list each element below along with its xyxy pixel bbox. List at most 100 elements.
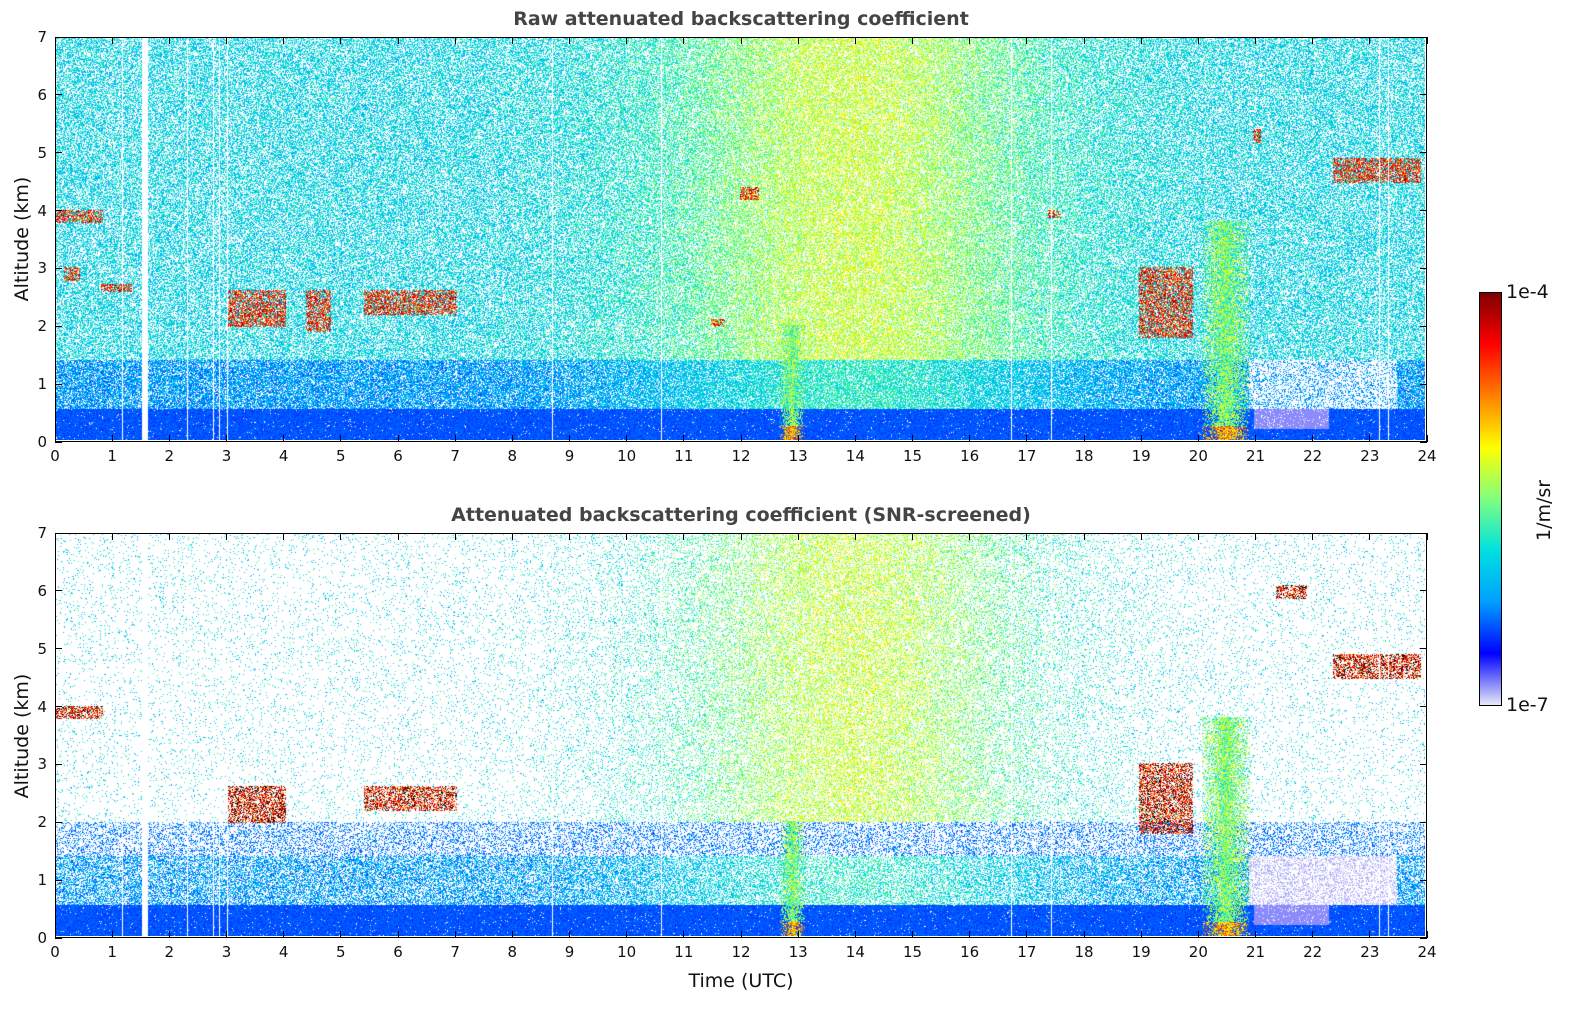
panel1-xtick-label: 15	[902, 447, 923, 465]
panel2-xtick	[569, 931, 570, 938]
panel1-ytick-label: 7	[37, 28, 47, 46]
panel2-xtick	[1026, 931, 1028, 938]
colorbar-max-label: 1e-4	[1506, 281, 1549, 303]
panel1-xtick-top	[683, 37, 685, 44]
panel2-ylabel: Altitude (km)	[11, 673, 33, 799]
panel2-xtick	[1369, 931, 1371, 938]
panel2-xtick	[683, 931, 685, 938]
panel1-ytick-label: 0	[37, 433, 47, 451]
panel1-xtick	[683, 435, 685, 442]
panel2-xtick-label: 15	[902, 943, 923, 961]
panel1-ytick	[55, 267, 62, 269]
panel2-xtick-top	[1197, 533, 1199, 540]
panel1-xtick	[1312, 435, 1314, 442]
panel2-xtick-top	[397, 533, 399, 540]
panel2-heatmap	[55, 533, 1427, 938]
panel1-xtick-label: 22	[1303, 447, 1323, 465]
panel1-xtick	[454, 435, 456, 442]
panel2-ytick-label: 4	[37, 697, 47, 716]
panel1-xtick-top	[1026, 37, 1028, 44]
panel1-xtick-top	[1312, 37, 1314, 44]
panel1-xtick	[912, 435, 913, 442]
panel2-title: Attenuated backscattering coefficient (S…	[451, 504, 1031, 526]
panel2-xtick	[226, 931, 227, 938]
panel1-xtick-label: 10	[617, 447, 637, 465]
panel1-xtick-label: 2	[164, 447, 175, 465]
panel1-ytick-right	[1420, 152, 1427, 154]
panel2-ytick	[55, 763, 62, 765]
panel2-ytick	[55, 590, 62, 592]
panel1-xtick-label: 14	[845, 447, 865, 465]
panel2-xtick	[1197, 931, 1199, 938]
panel1-xtick-top	[740, 37, 742, 44]
panel1-ytick	[55, 36, 62, 38]
panel1-xtick-label: 24	[1417, 447, 1437, 465]
panel1-xtick-label: 3	[221, 447, 232, 465]
panel1-xtick-top	[854, 37, 856, 44]
panel1-xtick-label: 18	[1074, 447, 1094, 465]
panel1-xtick	[1083, 435, 1085, 442]
panel2-xtick-label: 10	[617, 943, 637, 961]
panel1-xtick-label: 12	[731, 447, 751, 465]
panel2-xtick-label: 13	[788, 943, 808, 961]
panel2-xtick	[340, 931, 342, 938]
panel1-xtick	[1255, 435, 1256, 442]
panel1-xtick-label: 9	[564, 447, 575, 465]
panel2-xtick-label: 12	[731, 943, 751, 961]
panel2-xtick-label: 6	[393, 943, 403, 961]
panel1-ylabel: Altitude (km)	[11, 176, 33, 302]
panel1-xtick-top	[969, 37, 971, 44]
panel2-xtick-label: 8	[507, 943, 518, 961]
panel2-xtick-top	[168, 533, 170, 540]
panel1-ytick-label: 2	[37, 317, 47, 336]
panel2-xtick-top	[340, 533, 342, 540]
panel2-ytick-label: 2	[37, 813, 47, 832]
panel2-ytick-right	[1420, 706, 1427, 708]
panel1-xtick-label: 13	[788, 447, 808, 465]
panel1-xtick-label: 23	[1360, 447, 1380, 465]
panel2-xtick	[854, 931, 856, 938]
panel1-ytick	[55, 152, 62, 154]
panel2-xtick	[1255, 931, 1256, 938]
panel2-ytick	[55, 532, 62, 534]
panel2-xtick-top	[854, 533, 856, 540]
panel2-ytick-right	[1420, 532, 1427, 534]
panel2-ytick-label: 7	[37, 524, 47, 542]
panel1-xtick-top	[797, 37, 799, 44]
panel1-xtick-top	[1140, 37, 1142, 44]
panel1-xtick-top	[626, 37, 628, 44]
panel2-xtick-top	[454, 533, 456, 540]
colorbar	[1479, 292, 1502, 706]
panel1-xtick-top	[283, 37, 285, 44]
panel2-ytick	[55, 879, 62, 881]
panel1-xtick	[226, 435, 227, 442]
panel2-heatmap-canvas	[56, 534, 1425, 936]
panel2-ytick-label: 3	[37, 755, 47, 774]
panel1-heatmap	[55, 37, 1427, 442]
panel2-xtick-label: 20	[1188, 943, 1208, 961]
panel1-xtick-top	[1197, 37, 1199, 44]
panel2-xtick	[1312, 931, 1314, 938]
panel1-xtick-top	[511, 37, 513, 44]
panel1-xtick	[1369, 435, 1371, 442]
panel1-xtick-label: 20	[1188, 447, 1208, 465]
panel1-ytick-label: 6	[37, 85, 47, 104]
panel2-xtick	[397, 931, 399, 938]
panel1-ytick-right	[1420, 210, 1427, 212]
panel1-xtick-label: 4	[278, 447, 289, 465]
panel2-xtick-label: 1	[107, 943, 117, 961]
panel1-xtick	[1140, 435, 1142, 442]
panel1-ytick-right	[1420, 267, 1427, 269]
panel2-xtick-label: 19	[1131, 943, 1151, 961]
panel1-xtick-top	[454, 37, 456, 44]
panel2-xtick	[111, 931, 113, 938]
panel1-xtick	[168, 435, 170, 442]
panel2-xtick-label: 4	[278, 943, 289, 961]
panel2-ytick	[55, 937, 62, 939]
panel1-xtick	[797, 435, 799, 442]
panel2-xtick-top	[797, 533, 799, 540]
panel1-xtick	[54, 435, 56, 442]
panel1-ytick-label: 5	[37, 143, 47, 162]
panel2-ytick-right	[1420, 821, 1427, 823]
panel1-xtick	[511, 435, 513, 442]
